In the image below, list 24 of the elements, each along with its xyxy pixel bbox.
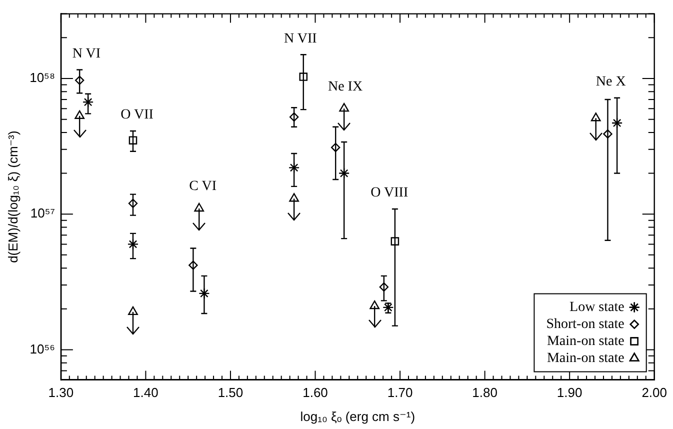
x-tick-label: 2.00	[642, 385, 668, 400]
annotation: Ne IX	[328, 79, 363, 94]
legend-label: Main-on state	[546, 350, 624, 366]
annotation: N VI	[72, 46, 101, 62]
x-tick-label: 1.90	[556, 385, 582, 400]
x-tick-label: 1.50	[218, 385, 244, 400]
annotation: C VI	[189, 179, 217, 194]
legend-label: Main-on state	[546, 334, 624, 349]
annotation: O VIII	[370, 186, 408, 201]
y-axis-title: d(EM)/d(log₁₀ ξ) (cm⁻³)	[5, 130, 20, 263]
x-tick-label: 1.30	[48, 385, 74, 400]
annotation: Ne X	[596, 74, 626, 90]
annotation: O VII	[120, 108, 154, 123]
x-tick-label: 1.40	[133, 385, 158, 400]
x-axis-title: log₁₀ ξₒ (erg cm s⁻¹)	[300, 408, 416, 424]
y-tick-label: 10⁵⁷	[30, 206, 56, 221]
legend-label: Low state	[570, 300, 624, 315]
y-tick-label: 10⁵⁶	[30, 341, 55, 356]
legend-label: Short-on state	[546, 316, 624, 332]
y-tick-label: 10⁵⁸	[30, 70, 55, 86]
x-tick-label: 1.70	[387, 385, 413, 400]
x-tick-label: 1.60	[302, 385, 328, 400]
x-tick-label: 1.80	[472, 385, 498, 400]
annotation: N VII	[284, 31, 318, 46]
